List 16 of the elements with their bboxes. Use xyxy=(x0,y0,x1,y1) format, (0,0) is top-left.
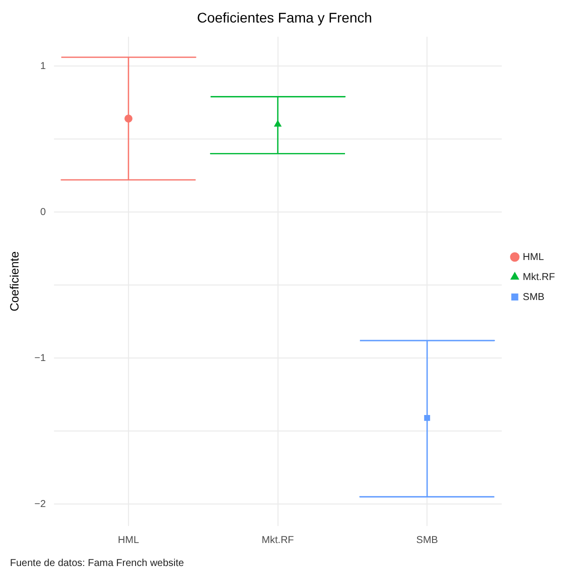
y-tick-label: −2 xyxy=(34,498,46,510)
source-note: Fuente de datos: Fama French website xyxy=(10,558,185,569)
legend-label: Mkt.RF xyxy=(522,272,555,283)
point xyxy=(274,120,282,127)
y-tick-label: 1 xyxy=(40,60,46,72)
legend-label: SMB xyxy=(522,292,545,303)
x-tick-label: SMB xyxy=(416,534,438,546)
legend-label: HML xyxy=(522,252,544,263)
y-axis-title: Coeficiente xyxy=(8,251,22,312)
x-tick-label: Mkt.RF xyxy=(262,534,294,546)
y-tick-label: −1 xyxy=(34,352,46,364)
x-tick-label: HML xyxy=(118,534,140,546)
chart-title: Coeficientes Fama y French xyxy=(196,9,372,26)
y-tick-label: 0 xyxy=(40,206,46,218)
point xyxy=(124,114,132,123)
point xyxy=(424,414,430,421)
